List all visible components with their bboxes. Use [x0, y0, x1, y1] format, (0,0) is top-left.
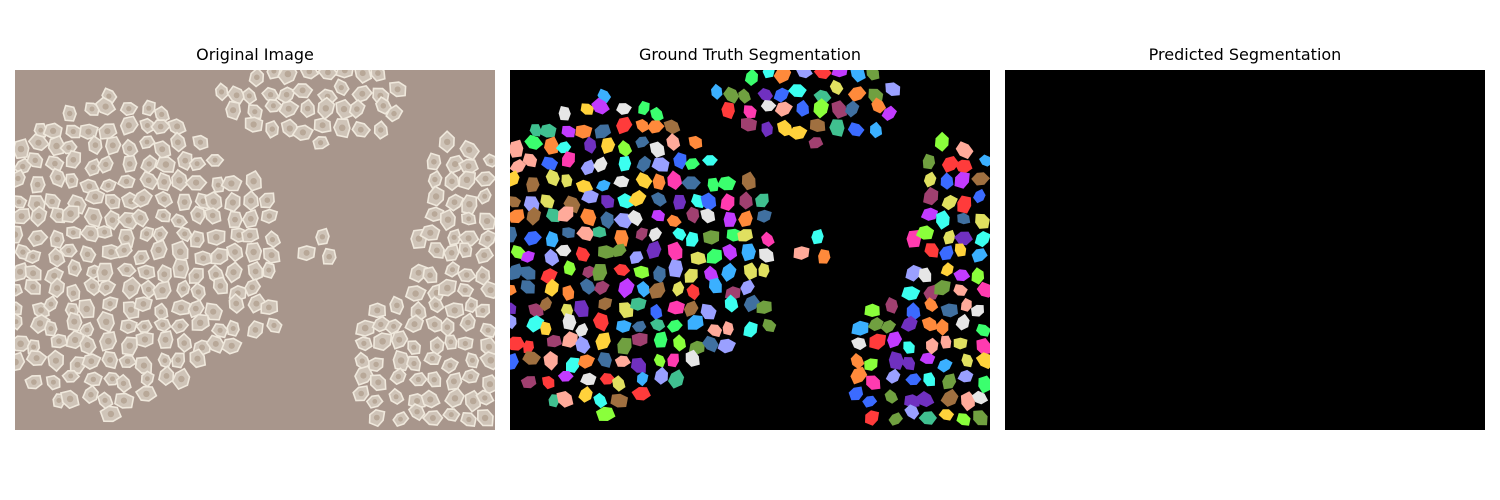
ground-truth-title: Ground Truth Segmentation	[638, 45, 862, 64]
predicted-title: Predicted Segmentation	[1148, 45, 1342, 64]
ground-truth-image	[510, 70, 990, 430]
ground-truth-mask	[510, 70, 990, 430]
original-image-title: Original Image	[196, 45, 314, 64]
original-image	[15, 70, 495, 430]
original-image-panel: Original Image	[15, 0, 495, 500]
microscopy-image	[15, 70, 495, 430]
predicted-image	[1005, 70, 1485, 430]
predicted-panel: Predicted Segmentation	[1005, 0, 1485, 500]
predicted-mask	[1005, 70, 1485, 430]
ground-truth-panel: Ground Truth Segmentation	[510, 0, 990, 500]
